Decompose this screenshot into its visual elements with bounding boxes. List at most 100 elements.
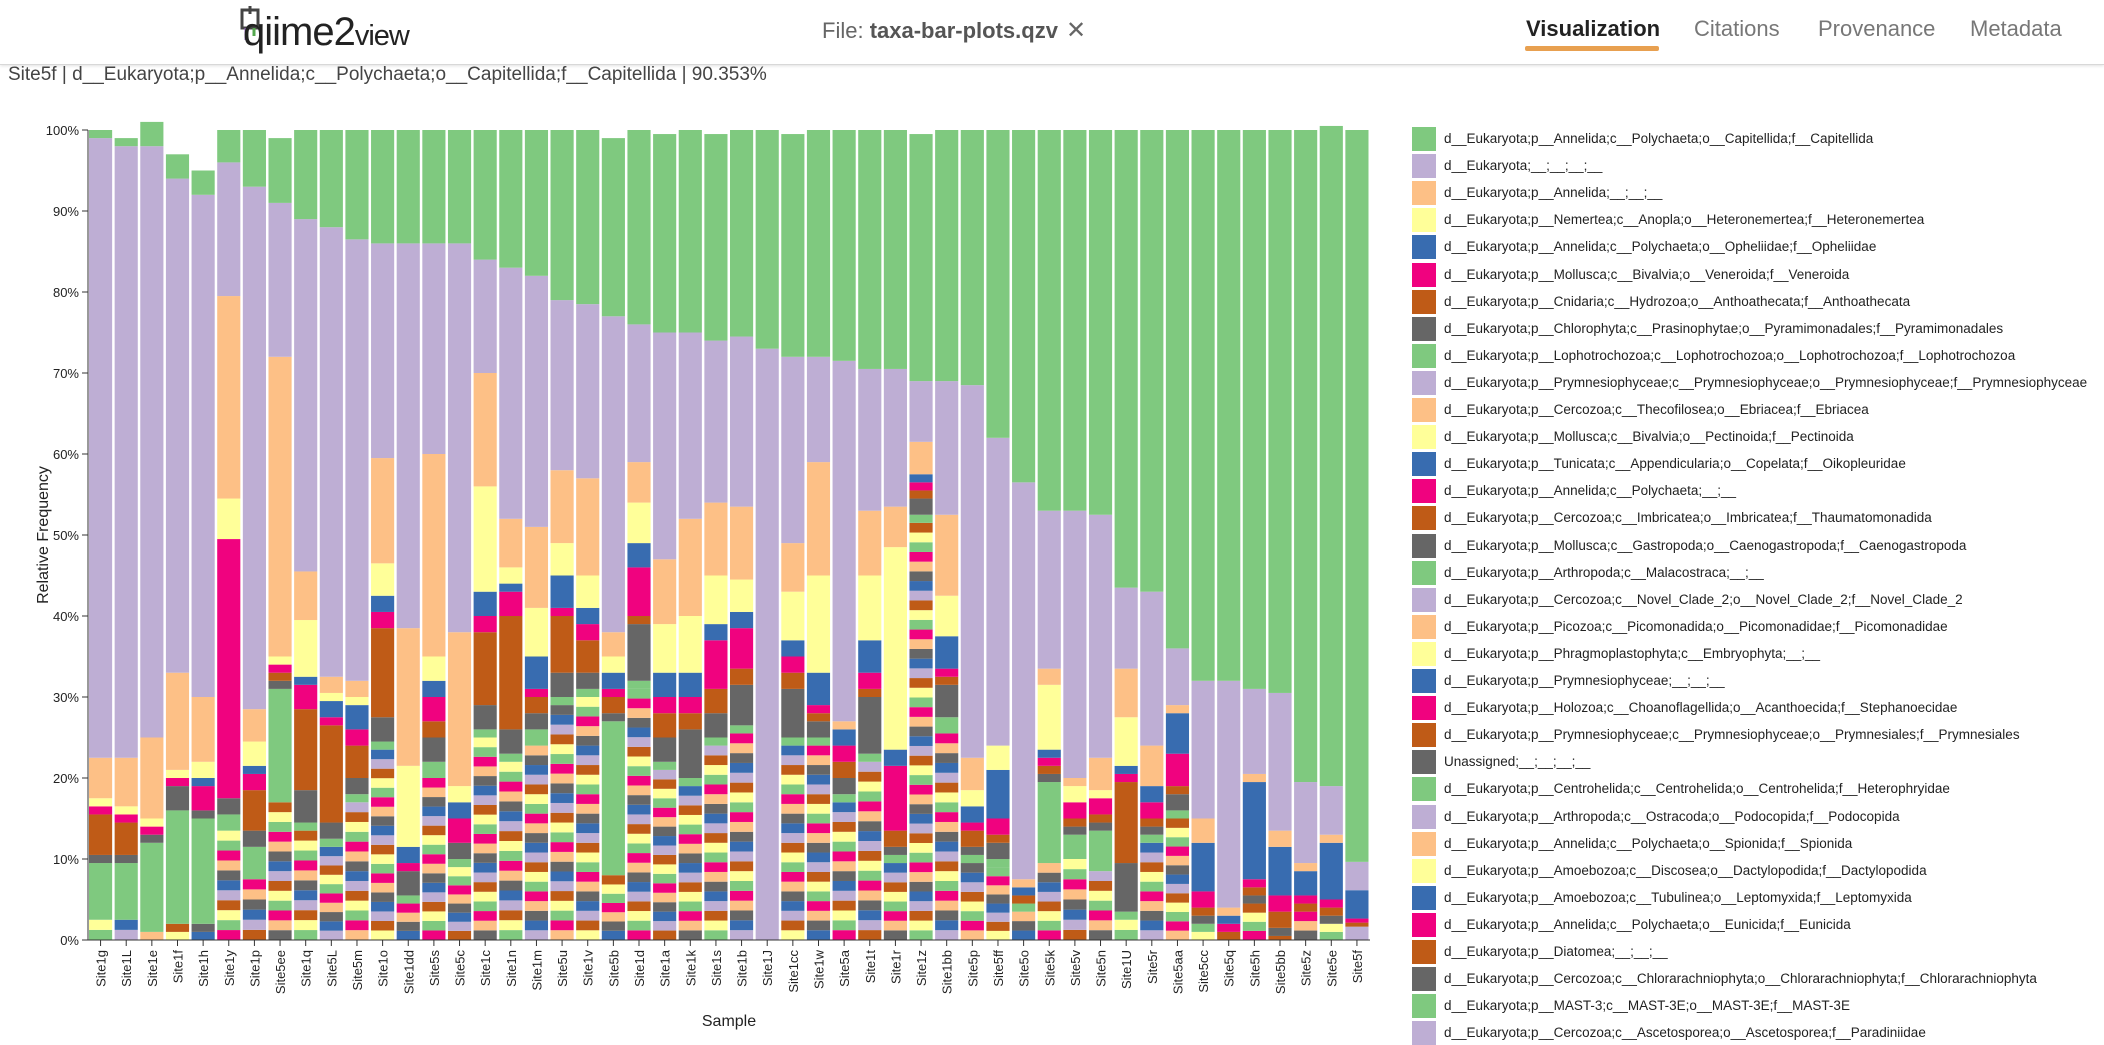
bar-segment-other[interactable] (217, 850, 241, 861)
bar-segment[interactable] (1242, 782, 1266, 880)
bar-segment[interactable] (1088, 514, 1113, 758)
bar-segment-other[interactable] (473, 737, 497, 748)
bar-segment-other[interactable] (550, 744, 574, 755)
bar-segment-other[interactable] (935, 920, 959, 931)
bar-segment-other[interactable] (1037, 882, 1061, 892)
bar-segment[interactable] (345, 239, 369, 681)
bar-segment[interactable] (678, 616, 702, 673)
bar-segment-other[interactable] (524, 910, 549, 921)
bar-segment[interactable] (960, 757, 984, 791)
bar-segment[interactable] (627, 680, 651, 689)
bar-segment-other[interactable] (576, 794, 600, 804)
bar-segment[interactable] (1037, 757, 1061, 766)
bar-segment-other[interactable] (499, 791, 523, 802)
bar-segment[interactable] (294, 620, 318, 677)
bar-segment[interactable] (1140, 591, 1164, 746)
bar-segment-other[interactable] (576, 774, 600, 785)
bar-segment-other[interactable] (422, 901, 446, 912)
bar-segment-other[interactable] (858, 761, 882, 772)
bar-segment[interactable] (89, 130, 113, 139)
bar-segment-other[interactable] (422, 863, 446, 874)
bar-segment-other[interactable] (371, 892, 395, 902)
bar-segment-other[interactable] (1012, 930, 1036, 940)
bar-segment-other[interactable] (576, 833, 600, 843)
bar-segment-other[interactable] (576, 755, 600, 766)
bar-segment[interactable] (601, 697, 625, 714)
bar-segment[interactable] (191, 761, 215, 778)
bar-segment-other[interactable] (832, 831, 856, 842)
bar-segment-other[interactable] (1140, 842, 1164, 853)
bar-segment-other[interactable] (473, 766, 497, 777)
bar-segment-other[interactable] (935, 802, 959, 813)
bar-segment-other[interactable] (319, 902, 343, 913)
bar-segment[interactable] (89, 757, 113, 799)
bar-segment[interactable] (1140, 818, 1164, 827)
bar-segment-other[interactable] (832, 900, 856, 911)
bar-segment-other[interactable] (704, 901, 728, 911)
bar-segment-other[interactable] (217, 860, 241, 871)
bar-segment-other[interactable] (1037, 901, 1061, 912)
bar-segment-other[interactable] (704, 823, 728, 834)
bar-segment-other[interactable] (499, 900, 523, 911)
bar-segment[interactable] (294, 790, 318, 823)
bar-segment-other[interactable] (524, 823, 549, 834)
bar-segment-other[interactable] (781, 881, 805, 892)
bar-segment[interactable] (140, 121, 164, 147)
bar-segment-other[interactable] (499, 880, 523, 891)
bar-segment[interactable] (1319, 907, 1343, 916)
bar-segment-other[interactable] (832, 880, 856, 891)
bar-segment-other[interactable] (550, 793, 574, 803)
bar-segment[interactable] (704, 737, 728, 746)
bar-segment[interactable] (371, 130, 395, 244)
bar-segment-other[interactable] (473, 920, 497, 931)
bar-segment-other[interactable] (858, 880, 882, 891)
bar-segment[interactable] (447, 859, 472, 868)
bar-segment[interactable] (396, 846, 420, 864)
bar-segment-other[interactable] (1088, 910, 1113, 921)
bar-segment-other[interactable] (524, 774, 549, 785)
bar-segment-other[interactable] (1268, 935, 1292, 940)
legend-item[interactable]: d__Eukaryota;p__Centrohelida;c__Centrohe… (1410, 777, 2100, 802)
bar-segment-other[interactable] (960, 901, 984, 912)
bar-segment[interactable] (1012, 895, 1036, 904)
bar-segment-other[interactable] (730, 733, 754, 744)
bar-segment[interactable] (627, 624, 651, 681)
bar-segment[interactable] (832, 794, 856, 803)
bar-segment[interactable] (832, 721, 856, 730)
bar-segment-other[interactable] (345, 861, 369, 872)
bar-segment[interactable] (345, 794, 369, 803)
bar-segment-other[interactable] (524, 881, 549, 892)
bar-segment-other[interactable] (550, 842, 574, 852)
bar-segment-other[interactable] (909, 678, 933, 688)
bar-segment-other[interactable] (217, 900, 241, 911)
bar-segment-other[interactable] (1140, 930, 1164, 940)
bar-segment[interactable] (883, 846, 907, 855)
bar-segment-other[interactable] (1140, 881, 1164, 892)
bar-segment-other[interactable] (935, 733, 959, 744)
bar-segment[interactable] (1191, 907, 1215, 916)
bar-segment[interactable] (345, 778, 369, 795)
bar-segment-other[interactable] (627, 833, 651, 844)
bar-segment-other[interactable] (781, 842, 805, 853)
bar-segment-other[interactable] (1012, 921, 1036, 931)
bar-segment-other[interactable] (1140, 910, 1164, 921)
bar-segment[interactable] (678, 130, 702, 333)
bar-segment-other[interactable] (730, 910, 754, 921)
legend-item[interactable]: d__Eukaryota;p__Chlorophyta;c__Prasinoph… (1410, 316, 2100, 341)
bar-segment[interactable] (883, 854, 907, 864)
bar-segment[interactable] (217, 296, 241, 499)
bar-segment[interactable] (473, 632, 497, 706)
bar-segment-other[interactable] (909, 901, 933, 911)
bar-segment[interactable] (1294, 903, 1318, 912)
bar-segment[interactable] (653, 559, 677, 625)
bar-segment[interactable] (1037, 130, 1061, 511)
bar-segment-other[interactable] (909, 522, 933, 533)
bar-segment[interactable] (678, 518, 702, 616)
bar-segment-other[interactable] (601, 875, 625, 885)
bar-segment[interactable] (806, 575, 831, 673)
bar-segment-other[interactable] (1114, 929, 1138, 940)
bar-segment[interactable] (319, 130, 343, 228)
bar-segment-other[interactable] (422, 844, 446, 855)
bar-segment[interactable] (858, 368, 882, 511)
bar-segment[interactable] (191, 818, 215, 924)
